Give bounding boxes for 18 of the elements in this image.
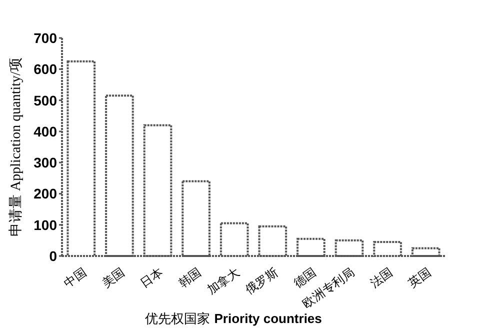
x-tick-label: 俄罗斯: [242, 264, 280, 298]
y-tick-label: 500: [34, 92, 58, 108]
y-tick-label: 100: [34, 216, 58, 233]
y-axis-title: 申请量 Application quantity/项: [8, 58, 24, 236]
x-tick-label: 中国: [61, 264, 89, 290]
y-tick-label: 700: [34, 30, 58, 46]
x-tick-label: 美国: [99, 264, 128, 290]
x-tick-label: 日本: [138, 264, 166, 290]
y-tick-label: 0: [49, 248, 58, 264]
x-tick-label: 法国: [368, 264, 396, 290]
y-tick-label: 200: [34, 186, 58, 202]
x-tick-label: 英国: [406, 264, 434, 290]
y-tick-label: 300: [34, 154, 58, 171]
x-tick-label: 韩国: [176, 264, 204, 290]
y-tick-label: 400: [34, 123, 58, 140]
x-axis-title: 优先权国家 Priority countries: [145, 311, 322, 327]
y-tick-label: 600: [34, 61, 58, 78]
x-tick-label: 加拿大: [204, 264, 242, 298]
